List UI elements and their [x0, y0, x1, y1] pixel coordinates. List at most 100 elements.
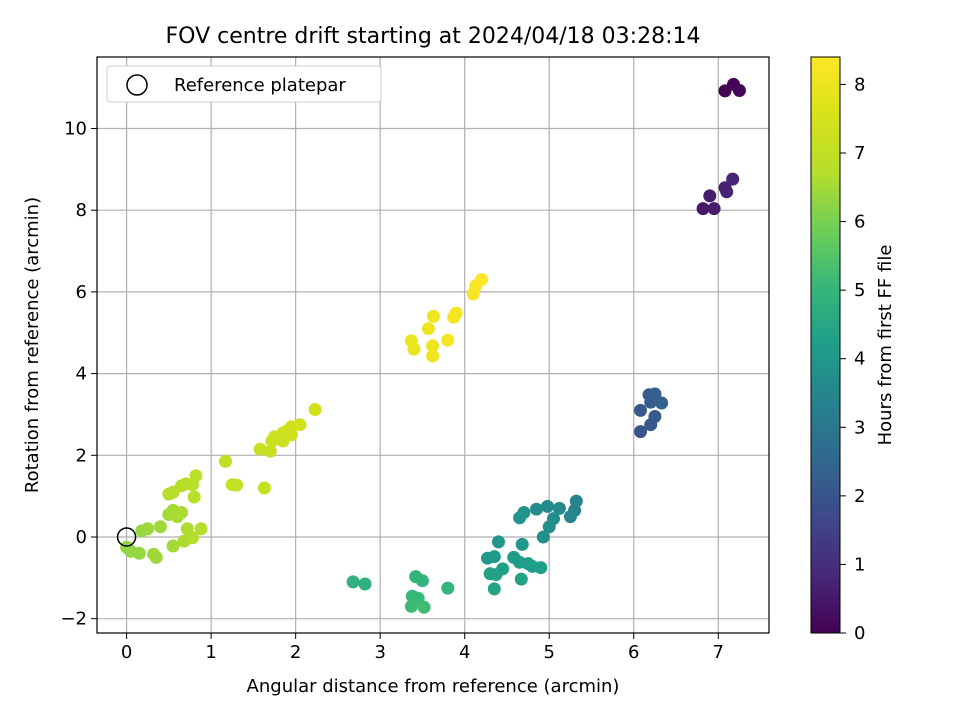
y-tick-label: 4	[76, 364, 87, 385]
data-point	[186, 531, 199, 545]
y-tick-label: 8	[76, 200, 87, 221]
data-point	[293, 418, 307, 432]
data-point	[634, 403, 647, 417]
data-point	[132, 546, 146, 560]
data-point	[187, 490, 201, 504]
data-point	[536, 530, 550, 544]
data-point	[219, 454, 232, 468]
data-point	[308, 403, 322, 416]
data-point	[441, 333, 455, 347]
data-point	[487, 550, 501, 564]
x-tick-label: 6	[628, 642, 639, 663]
colorbar: 0 1 2 3 4 5 6 7 8 Hours from first FF file	[810, 56, 896, 644]
legend-box	[106, 65, 382, 103]
plot-frame	[96, 56, 770, 634]
colorbar-tick-label: 5	[854, 280, 865, 301]
colorbar-label: Hours from first FF file	[875, 245, 896, 446]
data-point	[421, 322, 435, 336]
data-point	[441, 581, 455, 595]
data-point	[194, 522, 208, 536]
data-point	[541, 499, 554, 513]
y-tick-label: 6	[76, 282, 87, 303]
data-point	[732, 84, 746, 97]
data-point	[696, 202, 710, 216]
data-point	[563, 510, 577, 524]
chart-title: FOV centre drift starting at 2024/04/18 …	[166, 24, 701, 49]
y-tick-label: 10	[64, 118, 87, 139]
data-points	[120, 77, 746, 614]
colorbar-tick-label: 8	[854, 74, 865, 95]
legend: Reference platepar	[106, 65, 382, 103]
data-point	[147, 547, 161, 561]
data-point	[542, 520, 556, 534]
data-point	[426, 309, 440, 323]
data-point	[417, 600, 431, 614]
y-tick-label: −2	[60, 609, 87, 630]
y-axis-label: Rotation from reference (arcmin)	[22, 197, 43, 493]
x-tick-label: 7	[713, 642, 724, 663]
plot-area: 0 1 2 3 4 5 6 7 −2 0 2 4 6 8 10	[60, 56, 770, 663]
data-point	[487, 582, 501, 596]
data-point	[263, 444, 277, 458]
colorbar-frame	[810, 56, 841, 634]
colorbar-tick-label: 4	[854, 349, 865, 370]
data-point	[230, 478, 243, 492]
data-point	[489, 568, 503, 582]
x-tick-label: 5	[543, 642, 554, 663]
data-point	[253, 442, 267, 456]
data-point	[415, 574, 429, 588]
colorbar-gradient	[811, 57, 840, 633]
data-point	[284, 428, 298, 442]
reference-marker	[116, 527, 137, 547]
data-point	[648, 387, 662, 401]
y-tick-label: 0	[76, 527, 87, 548]
data-point	[426, 349, 440, 363]
y-tick-label: 2	[76, 445, 87, 466]
colorbar-tick-label: 0	[854, 623, 865, 644]
data-point	[707, 202, 721, 216]
data-point	[648, 410, 662, 423]
colorbar-tick-label: 6	[854, 212, 865, 233]
data-point	[426, 339, 440, 353]
x-tick-label: 1	[205, 642, 216, 663]
data-point	[189, 469, 203, 483]
data-point	[530, 502, 543, 516]
data-point	[655, 396, 669, 410]
grid	[97, 57, 769, 633]
data-point	[358, 577, 372, 591]
legend-entry-reference: Reference platepar	[174, 75, 346, 96]
data-point	[492, 535, 505, 549]
x-ticks: 0 1 2 3 4 5 6 7	[121, 633, 724, 663]
data-point	[515, 537, 529, 551]
data-point	[166, 539, 180, 553]
x-tick-label: 3	[374, 642, 385, 663]
data-point	[634, 425, 647, 439]
colorbar-ticks: 0 1 2 3 4 5 6 7 8	[840, 74, 865, 644]
data-point	[407, 342, 421, 356]
data-point	[534, 561, 548, 575]
data-point	[141, 522, 155, 536]
data-point	[404, 599, 418, 613]
data-point	[720, 185, 734, 199]
x-axis-label: Angular distance from reference (arcmin)	[247, 676, 620, 697]
colorbar-tick-label: 1	[854, 554, 865, 575]
data-point	[175, 506, 188, 519]
colorbar-tick-label: 7	[854, 143, 865, 164]
colorbar-tick-label: 2	[854, 486, 865, 507]
x-tick-label: 0	[121, 642, 132, 663]
x-tick-label: 4	[459, 642, 470, 663]
y-ticks: −2 0 2 4 6 8 10	[60, 118, 97, 630]
colorbar-tick-label: 3	[854, 417, 865, 438]
data-point	[449, 306, 463, 320]
data-point	[726, 172, 740, 186]
data-point	[514, 572, 528, 586]
data-point	[552, 501, 566, 515]
data-point	[257, 481, 271, 495]
data-point	[513, 511, 527, 525]
data-point	[475, 273, 489, 287]
data-point	[346, 575, 360, 589]
legend-reference-marker	[126, 74, 148, 96]
data-point	[703, 189, 717, 203]
x-tick-label: 2	[290, 642, 301, 663]
